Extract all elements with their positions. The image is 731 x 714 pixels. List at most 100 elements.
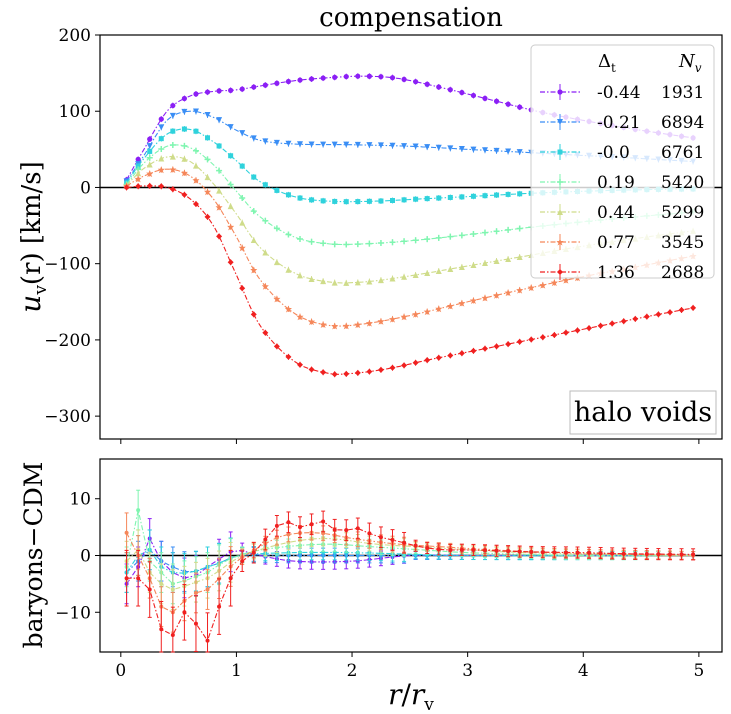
bottom-x-tick-label: 3 — [462, 661, 473, 681]
bottom-series-1 — [124, 529, 696, 593]
top-data-point — [147, 148, 153, 154]
top-data-point — [378, 74, 384, 80]
bottom-series-5 — [124, 512, 696, 633]
top-data-point — [158, 155, 165, 162]
top-data-point — [377, 142, 384, 149]
top-data-point — [643, 313, 650, 320]
top-data-point — [470, 193, 476, 199]
top-data-point — [365, 319, 373, 327]
top-data-point — [135, 183, 142, 190]
top-data-point — [273, 225, 280, 232]
top-data-point — [424, 144, 431, 151]
bottom-series-line-6 — [126, 520, 694, 642]
bottom-data-point — [286, 532, 291, 537]
top-data-point — [158, 124, 165, 131]
top-data-point — [239, 86, 245, 92]
legend-header-delta: Δt — [598, 51, 616, 75]
bottom-data-point — [193, 621, 198, 626]
top-data-point — [320, 198, 326, 204]
top-data-point — [331, 279, 338, 286]
top-data-point — [146, 170, 154, 178]
legend-delta: 0.77 — [597, 233, 635, 253]
top-data-point — [355, 73, 361, 79]
top-series-6 — [123, 182, 697, 378]
top-data-point — [424, 270, 431, 277]
top-data-point — [216, 187, 223, 194]
top-data-point — [412, 310, 420, 318]
top-data-point — [285, 353, 292, 360]
top-data-point — [413, 79, 419, 85]
top-data-point — [123, 184, 130, 191]
top-data-point — [447, 145, 454, 152]
top-data-point — [227, 259, 234, 266]
top-data-point — [342, 322, 350, 330]
bottom-data-point — [517, 549, 522, 554]
top-data-point — [192, 162, 199, 169]
top-data-point — [343, 370, 350, 377]
legend-entry-0: -0.44 1931 — [540, 83, 704, 103]
top-data-point — [308, 318, 316, 326]
top-data-point — [377, 239, 384, 246]
top-data-point — [216, 143, 222, 149]
legend-header-n-sub: v — [695, 61, 702, 75]
top-data-point — [274, 80, 280, 86]
top-data-point — [227, 181, 234, 188]
top-data-point — [493, 343, 500, 350]
bottom-data-point — [621, 551, 626, 556]
bottom-data-point — [228, 576, 233, 581]
bottom-data-point — [124, 576, 129, 581]
top-data-point — [135, 170, 142, 177]
bottom-x-tick-label: 1 — [231, 661, 242, 681]
bottom-series-group — [124, 489, 696, 653]
top-y-tick-label: 100 — [59, 102, 91, 122]
top-data-point — [146, 154, 153, 161]
bottom-data-point — [563, 550, 568, 555]
top-data-point — [354, 321, 362, 329]
top-data-point — [180, 169, 188, 177]
top-data-point — [158, 183, 165, 190]
top-data-point — [366, 278, 373, 285]
top-data-point — [459, 89, 465, 96]
bottom-data-point — [309, 522, 314, 527]
top-data-point — [250, 208, 257, 215]
x-axis-label: r/rv — [388, 678, 434, 714]
top-data-point — [192, 176, 200, 184]
chart-title: compensation — [319, 3, 503, 33]
top-data-point — [227, 124, 234, 131]
legend-marker — [557, 119, 563, 125]
top-data-point — [354, 369, 361, 376]
top-data-point — [493, 258, 500, 265]
top-data-point — [586, 325, 593, 332]
bottom-data-point — [448, 548, 453, 553]
x-label-main2: r — [411, 678, 426, 711]
top-data-point — [389, 142, 396, 149]
top-data-point — [527, 284, 535, 292]
legend-entry-5: 0.77 3545 — [540, 233, 704, 253]
top-data-point — [482, 95, 488, 101]
top-y-tick-label: −200 — [44, 331, 91, 351]
top-data-point — [493, 98, 500, 104]
legend-marker — [557, 89, 563, 95]
top-data-point — [343, 141, 350, 148]
top-data-point — [690, 304, 697, 311]
top-data-point — [377, 366, 384, 373]
bottom-data-point — [610, 551, 615, 556]
bottom-data-point — [540, 550, 545, 555]
bottom-data-point — [355, 526, 360, 531]
top-data-point — [297, 236, 304, 243]
top-data-point — [297, 361, 304, 368]
bottom-data-point — [679, 552, 684, 557]
legend-entry-3: 0.19 5420 — [540, 173, 704, 193]
legend-marker — [556, 238, 564, 246]
top-data-point — [482, 193, 488, 199]
top-data-point — [170, 128, 176, 134]
legend-entry-2: -0.0 6761 — [540, 143, 704, 163]
top-data-point — [158, 145, 165, 152]
top-data-point — [228, 153, 234, 159]
top-data-point — [297, 195, 303, 201]
legend-n: 3545 — [661, 233, 704, 253]
bottom-data-point — [147, 587, 152, 592]
top-data-point — [574, 327, 581, 334]
top-data-point — [239, 130, 246, 137]
bottom-data-point — [170, 632, 175, 637]
